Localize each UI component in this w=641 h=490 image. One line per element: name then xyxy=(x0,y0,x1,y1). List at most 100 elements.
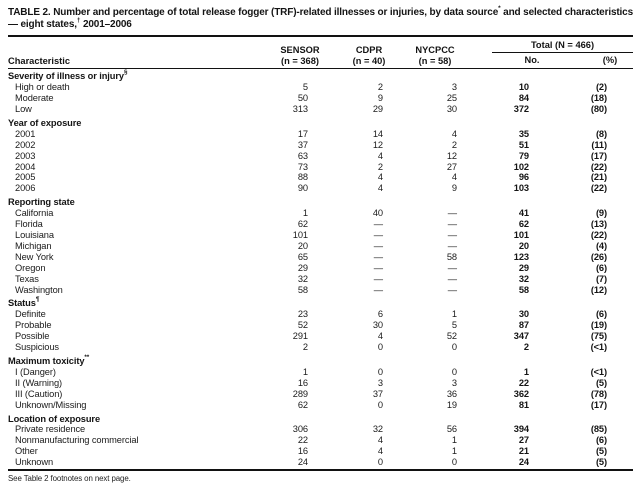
footnote-marker-dagger: † xyxy=(76,17,81,25)
section-header: Year of exposure xyxy=(8,115,633,129)
row-label: Texas xyxy=(15,273,39,284)
total-pct-value: (21) xyxy=(590,172,607,183)
total-pct-value: (22) xyxy=(590,161,607,172)
cdpr-value: 4 xyxy=(377,331,383,342)
cdpr-value: 4 xyxy=(377,446,383,457)
table-row: High or death 5 2 3 10 (2) xyxy=(8,82,633,93)
table-row: Definite 23 6 1 30 (6) xyxy=(8,309,633,320)
row-label: California xyxy=(15,208,54,219)
sensor-value: 313 xyxy=(292,104,308,115)
cdpr-value: 6 xyxy=(377,309,383,320)
row-label: New York xyxy=(15,251,54,262)
total-pct-value: (80) xyxy=(590,104,607,115)
table-row: 2001 17 14 4 35 (8) xyxy=(8,129,633,140)
row-label: Florida xyxy=(15,219,43,230)
row-label: 2002 xyxy=(15,139,36,150)
total-no-value: 394 xyxy=(513,424,529,435)
total-pct-value: (5) xyxy=(595,457,607,468)
table-row: Suspicious 2 0 0 2 (<1) xyxy=(8,342,633,353)
nycpcc-value: 58 xyxy=(446,251,457,262)
cdpr-value: — xyxy=(373,284,383,295)
total-no-value: 30 xyxy=(518,309,529,320)
total-no-value: 87 xyxy=(518,320,529,331)
sensor-value: 23 xyxy=(297,309,308,320)
total-pct-value: (6) xyxy=(595,309,607,320)
row-label: 2001 xyxy=(15,128,36,139)
sensor-value: 62 xyxy=(297,219,308,230)
table-row: Nonmanufacturing commercial 22 4 1 27 (6) xyxy=(8,435,633,446)
cdpr-value: 32 xyxy=(372,424,383,435)
table-row: Private residence 306 32 56 394 (85) xyxy=(8,424,633,435)
sensor-value: 16 xyxy=(297,377,308,388)
nycpcc-value: 19 xyxy=(446,399,457,410)
cdpr-value: 12 xyxy=(372,139,383,150)
nycpcc-value: 3 xyxy=(451,377,457,388)
sensor-value: 29 xyxy=(297,262,308,273)
cdpr-value: 40 xyxy=(372,208,383,219)
total-no-value: 35 xyxy=(518,128,529,139)
total-pct-value: (19) xyxy=(590,320,607,331)
row-label: Louisiana xyxy=(15,230,54,240)
sensor-value: 65 xyxy=(297,251,308,262)
total-no-value: 101 xyxy=(513,230,529,240)
table-row: 2002 37 12 2 51 (11) xyxy=(8,140,633,151)
section-header-label: Maximum toxicity xyxy=(8,355,85,366)
sensor-value: 2 xyxy=(302,342,308,353)
row-label: Possible xyxy=(15,331,50,342)
total-pct-value: (12) xyxy=(590,284,607,295)
cdpr-value: 14 xyxy=(372,128,383,139)
table-row: Louisiana 101 — — 101 (22) xyxy=(8,230,633,241)
total-pct-value: (4) xyxy=(595,240,607,251)
total-pct-value: (9) xyxy=(595,208,607,219)
row-label: Low xyxy=(15,104,32,115)
nycpcc-value: — xyxy=(447,273,457,284)
table-row: Oregon 29 — — 29 (6) xyxy=(8,263,633,274)
col-header-sensor-n: (n = 368) xyxy=(281,55,319,66)
sensor-value: 5 xyxy=(302,82,308,93)
section-header-row: Maximum toxicity** xyxy=(8,353,633,367)
cdpr-value: — xyxy=(373,251,383,262)
total-pct-value: (6) xyxy=(595,435,607,446)
table-header-row-1: Characteristic SENSOR (n = 368) CDPR (n … xyxy=(8,37,633,66)
sensor-value: 37 xyxy=(297,139,308,150)
row-label: Nonmanufacturing commercial xyxy=(15,435,139,446)
nycpcc-value: 12 xyxy=(446,150,457,161)
cdpr-value: 30 xyxy=(372,320,383,331)
total-pct-value: (26) xyxy=(590,251,607,262)
table-row: II (Warning) 16 3 3 22 (5) xyxy=(8,378,633,389)
section-header-label: Location of exposure xyxy=(8,413,101,424)
table-header: Characteristic SENSOR (n = 368) CDPR (n … xyxy=(8,37,633,69)
total-pct-value: (<1) xyxy=(590,366,608,377)
section-header: Location of exposure xyxy=(8,411,633,425)
row-label: Probable xyxy=(15,320,52,331)
nycpcc-value: — xyxy=(447,262,457,273)
sensor-value: 58 xyxy=(297,284,308,295)
nycpcc-value: 4 xyxy=(451,128,457,139)
row-label: 2005 xyxy=(15,172,36,183)
total-no-value: 27 xyxy=(518,435,529,446)
col-header-nycpcc-name: NYCPCC xyxy=(415,44,455,55)
section-header-label: Reporting state xyxy=(8,197,75,208)
total-pct-value: (11) xyxy=(591,139,607,150)
nycpcc-value: — xyxy=(447,208,457,219)
sensor-value: 50 xyxy=(297,93,308,104)
row-label: Other xyxy=(15,446,38,457)
col-header-cdpr-n: (n = 40) xyxy=(352,55,386,66)
cdpr-value: — xyxy=(373,262,383,273)
cdpr-value: 0 xyxy=(377,342,383,353)
col-header-total-group: Total (N = 466) xyxy=(477,37,633,54)
sensor-value: 101 xyxy=(292,230,308,240)
sensor-value: 20 xyxy=(297,240,308,251)
col-header-nycpcc-n: (n = 58) xyxy=(418,55,452,66)
section-header: Maximum toxicity** xyxy=(8,353,633,367)
nycpcc-value: 4 xyxy=(451,172,457,183)
sensor-value: 1 xyxy=(302,366,308,377)
row-label: Suspicious xyxy=(15,342,59,353)
total-pct-value: (6) xyxy=(595,262,607,273)
table-row: Unknown 24 0 0 24 (5) xyxy=(8,457,633,468)
section-header-row: Location of exposure xyxy=(8,411,633,425)
cdpr-value: — xyxy=(373,230,383,240)
total-no-value: 103 xyxy=(513,183,529,194)
sensor-value: 52 xyxy=(297,320,308,331)
